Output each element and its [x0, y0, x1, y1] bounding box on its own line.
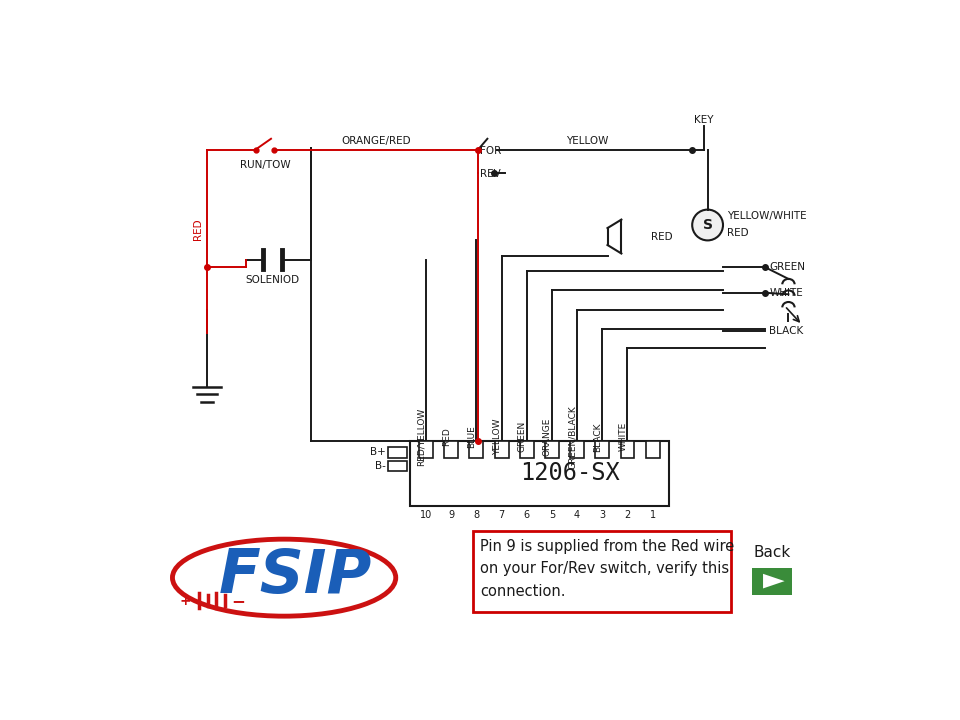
Bar — [420, 441, 433, 457]
Text: RED: RED — [727, 228, 749, 238]
Bar — [472, 531, 731, 611]
Text: Pin 9 is supplied from the Red wire
on your For/Rev switch, verify this
connecti: Pin 9 is supplied from the Red wire on y… — [480, 539, 734, 598]
Text: RED: RED — [443, 428, 451, 446]
Text: ORANGE: ORANGE — [543, 418, 552, 456]
Bar — [388, 461, 407, 472]
Circle shape — [692, 210, 723, 240]
Bar — [570, 441, 584, 457]
Text: 1206-SX: 1206-SX — [520, 462, 620, 485]
Text: 2: 2 — [624, 510, 631, 520]
Text: SOLENIOD: SOLENIOD — [246, 275, 300, 285]
Text: 9: 9 — [448, 510, 454, 520]
Text: YELLOW/WHITE: YELLOW/WHITE — [727, 211, 806, 221]
Text: B+: B+ — [370, 447, 386, 457]
Text: 1: 1 — [650, 510, 656, 520]
Bar — [595, 441, 610, 457]
Text: YELLOW: YELLOW — [492, 418, 501, 455]
Text: REV: REV — [480, 169, 501, 179]
Text: RUN/TOW: RUN/TOW — [240, 161, 290, 171]
Text: S: S — [703, 218, 712, 232]
Text: YELLOW: YELLOW — [565, 135, 609, 145]
Text: 5: 5 — [549, 510, 555, 520]
Bar — [753, 567, 792, 595]
Text: FOR: FOR — [480, 146, 502, 156]
Text: −: − — [231, 592, 245, 610]
Text: BLACK: BLACK — [593, 422, 602, 451]
Text: 3: 3 — [599, 510, 606, 520]
Text: BLACK: BLACK — [769, 326, 804, 336]
Bar — [646, 441, 660, 457]
Text: RED: RED — [651, 232, 672, 241]
Bar — [545, 441, 559, 457]
Text: FSIP: FSIP — [219, 546, 372, 606]
Text: B-: B- — [374, 461, 386, 471]
Text: 8: 8 — [473, 510, 479, 520]
Text: RED: RED — [193, 218, 204, 240]
Text: RED/YELLOW: RED/YELLOW — [417, 408, 426, 466]
Text: 4: 4 — [574, 510, 580, 520]
Text: KEY: KEY — [694, 115, 713, 125]
Text: 6: 6 — [524, 510, 530, 520]
Bar — [410, 441, 669, 506]
Bar — [469, 441, 483, 457]
Text: 7: 7 — [498, 510, 505, 520]
Text: GREEN: GREEN — [769, 262, 805, 272]
Text: GREEN/BLACK: GREEN/BLACK — [568, 405, 577, 469]
Text: WHITE: WHITE — [618, 422, 628, 451]
Text: BLUE: BLUE — [468, 426, 476, 448]
Polygon shape — [763, 574, 784, 588]
Bar — [444, 441, 458, 457]
Text: WHITE: WHITE — [769, 288, 803, 298]
Text: GREEN: GREEN — [517, 421, 527, 452]
Bar — [388, 446, 407, 457]
Text: +: + — [180, 594, 191, 608]
Text: ORANGE/RED: ORANGE/RED — [342, 135, 411, 145]
Text: 10: 10 — [420, 510, 432, 520]
Bar — [620, 441, 635, 457]
Bar — [519, 441, 534, 457]
Text: Back: Back — [754, 544, 791, 559]
Bar — [494, 441, 509, 457]
